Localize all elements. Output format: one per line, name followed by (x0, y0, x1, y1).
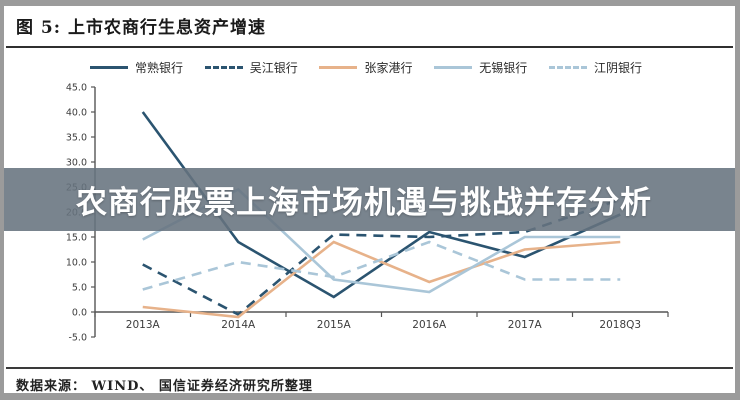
y-tick-label: 0.0 (72, 308, 87, 319)
y-tick-label: 40.0 (66, 108, 87, 119)
title-divider (6, 46, 733, 48)
series-line-2 (142, 240, 621, 319)
legend-item-4: 江阴银行 (548, 59, 642, 76)
x-tick-label: 2013A (126, 319, 161, 331)
legend-label-4: 江阴银行 (593, 61, 642, 75)
legend-label-2: 张家港行 (364, 61, 413, 75)
legend-item-2: 张家港行 (319, 59, 412, 76)
overlay-banner: 农商行股票上海市场机遇与挑战并存分析 (4, 168, 735, 231)
y-tick-label: 15.0 (66, 233, 87, 244)
footer-divider (6, 367, 733, 369)
y-tick-label: 10.0 (66, 258, 87, 269)
overlay-banner-text: 农商行股票上海市场机遇与挑战并存分析 (76, 185, 652, 221)
data-source-note: 数据来源： WIND、 国信证券经济研究所整理 (16, 379, 313, 394)
y-tick-label: 45.0 (66, 83, 87, 94)
y-tick-label: 5.0 (72, 283, 87, 294)
legend-swatch-3 (434, 66, 473, 69)
legend-item-3: 无锡银行 (434, 59, 527, 76)
x-tick-label: 2014A (221, 319, 256, 331)
legend-item-1: 吴江银行 (204, 59, 298, 76)
series-line-1 (142, 198, 621, 317)
x-tick-label: 2018Q3 (599, 319, 641, 331)
legend-label-1: 吴江银行 (249, 61, 298, 75)
y-tick-label: 35.0 (66, 133, 87, 144)
x-tick-label: 2016A (412, 319, 447, 331)
chart-legend: 常熟银行 吴江银行 张家港行 无锡银行 江阴银行 (90, 59, 642, 76)
y-tick-label: 30.0 (66, 158, 87, 169)
legend-item-0: 常熟银行 (90, 59, 183, 76)
legend-label-0: 常熟银行 (135, 61, 184, 75)
legend-label-3: 无锡银行 (479, 61, 528, 75)
legend-swatch-2 (319, 66, 358, 69)
legend-swatch-1 (204, 66, 243, 69)
y-tick-label: -5.0 (68, 333, 87, 344)
legend-swatch-0 (90, 66, 128, 69)
x-tick-label: 2015A (317, 319, 352, 331)
x-tick-label: 2017A (508, 319, 543, 331)
series-line-4 (142, 240, 621, 291)
legend-swatch-4 (548, 66, 587, 69)
figure-title: 图 5: 上市农商行生息资产增速 (16, 18, 266, 38)
